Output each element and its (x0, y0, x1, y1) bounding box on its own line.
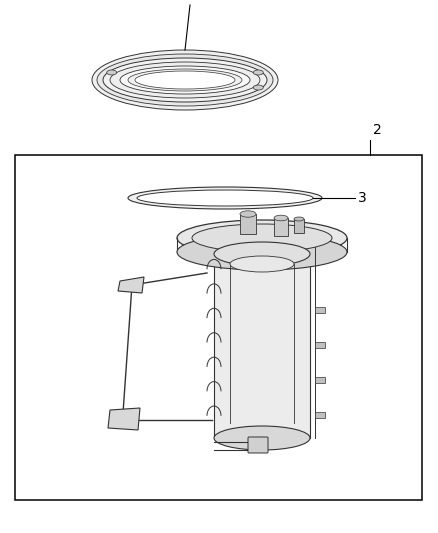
Bar (15, 155, 422, 500)
Ellipse shape (110, 62, 260, 98)
Ellipse shape (120, 66, 250, 94)
Ellipse shape (192, 224, 332, 252)
Ellipse shape (128, 69, 242, 91)
Ellipse shape (240, 211, 256, 217)
Ellipse shape (294, 217, 304, 221)
Ellipse shape (230, 256, 294, 272)
Bar (315, 377, 325, 383)
Ellipse shape (177, 234, 347, 270)
Bar (274, 218, 288, 236)
Bar (315, 412, 325, 418)
Ellipse shape (107, 70, 117, 75)
Ellipse shape (214, 242, 310, 266)
Bar (294, 219, 304, 233)
Bar (315, 342, 325, 348)
Polygon shape (108, 408, 140, 430)
Ellipse shape (214, 426, 310, 450)
Ellipse shape (137, 190, 313, 206)
Ellipse shape (274, 215, 288, 221)
Text: 1: 1 (193, 0, 202, 2)
Text: 3: 3 (358, 191, 367, 205)
Bar (315, 307, 325, 313)
Ellipse shape (103, 58, 267, 102)
Ellipse shape (92, 50, 278, 110)
Ellipse shape (253, 70, 263, 75)
Bar (214, 254, 310, 438)
Ellipse shape (135, 71, 235, 89)
Bar (240, 214, 256, 234)
Text: 2: 2 (373, 123, 382, 137)
Ellipse shape (253, 85, 263, 90)
Ellipse shape (177, 220, 347, 256)
Ellipse shape (97, 54, 273, 106)
FancyBboxPatch shape (248, 437, 268, 453)
Ellipse shape (128, 187, 322, 209)
Polygon shape (118, 277, 144, 293)
